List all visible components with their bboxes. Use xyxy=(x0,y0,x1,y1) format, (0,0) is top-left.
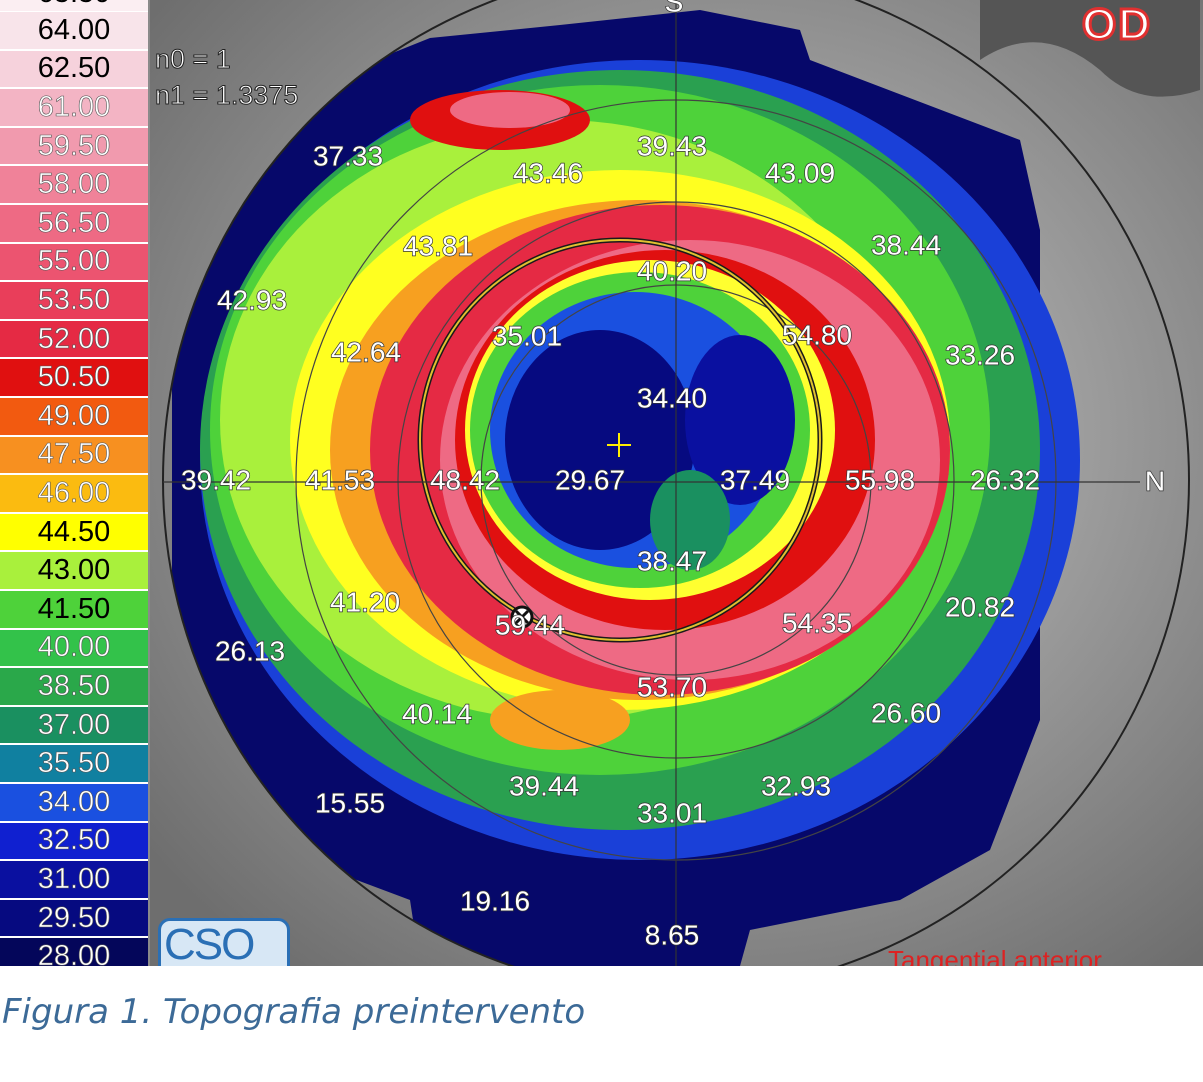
corneal-apex-marker xyxy=(510,605,534,629)
map-type-label: Tangential anterior xyxy=(888,945,1102,966)
map-value: 29.67 xyxy=(555,464,625,495)
color-scale-legend: 65.50 64.0062.5061.0059.5058.0056.5055.0… xyxy=(0,0,150,966)
map-value: 40.14 xyxy=(402,698,472,729)
map-value: 15.55 xyxy=(315,787,385,818)
map-value: 38.44 xyxy=(871,229,941,260)
legend-step: 56.50 xyxy=(0,205,148,244)
map-value: 26.13 xyxy=(215,635,285,666)
legend-step: 29.50 xyxy=(0,899,148,939)
legend-step: 53.50 xyxy=(0,282,148,321)
map-value: 41.53 xyxy=(305,464,375,495)
outer-ring xyxy=(162,0,1190,966)
eyelash-shadow xyxy=(980,0,1200,97)
cso-logo: CSO xyxy=(158,918,290,966)
legend-step: 44.50 xyxy=(0,513,148,553)
map-value: 43.09 xyxy=(765,157,835,188)
pupil-center-cross xyxy=(607,433,631,457)
legend-step: 31.00 xyxy=(0,861,148,900)
legend-step: 62.50 xyxy=(0,50,148,90)
map-value: 35.01 xyxy=(492,320,562,351)
map-value: 48.42 xyxy=(430,464,500,495)
map-value: 33.01 xyxy=(637,797,707,828)
map-value: 37.33 xyxy=(313,140,383,171)
legend-step: 46.00 xyxy=(0,475,148,514)
pupil-ring-inner xyxy=(419,239,821,641)
map-value: 39.44 xyxy=(509,770,579,801)
legend-step: 52.00 xyxy=(0,320,148,360)
map-value: 32.93 xyxy=(761,770,831,801)
map-value: 59.44 xyxy=(495,609,565,640)
map-value: 43.81 xyxy=(403,230,473,261)
color-map xyxy=(172,10,1080,966)
legend-step: 32.50 xyxy=(0,822,148,862)
map-value: 39.43 xyxy=(637,130,707,161)
legend-step: 38.50 xyxy=(0,668,148,707)
map-value-labels: 37.33 39.43 43.46 43.09 43.81 40.20 38.4… xyxy=(180,130,1040,951)
map-value: 55.98 xyxy=(845,464,915,495)
legend-step: 55.00 xyxy=(0,243,148,283)
refractive-index-n0: n0 = 1 xyxy=(155,44,232,75)
legend-step: 35.50 xyxy=(0,745,148,784)
legend-step: 61.00 xyxy=(0,89,148,128)
logo-text: CSO xyxy=(164,920,255,966)
map-value: 38.47 xyxy=(637,545,707,576)
map-value: 42.93 xyxy=(217,284,287,315)
map-value: 39.42 xyxy=(181,464,251,495)
legend-step: 58.00 xyxy=(0,166,148,205)
map-value: 43.46 xyxy=(513,157,583,188)
map-value: 54.35 xyxy=(782,607,852,638)
legend-step: 41.50 xyxy=(0,591,148,630)
topography-map: S N 37.33 39.43 43.46 43.09 43.81 40.20 … xyxy=(150,0,1203,966)
map-value: 54.80 xyxy=(782,319,852,350)
legend-step: 37.00 xyxy=(0,706,148,746)
map-value: 42.64 xyxy=(331,336,401,367)
map-value: 40.20 xyxy=(637,255,707,286)
map-value: 8.65 xyxy=(645,919,700,950)
legend-step: 49.00 xyxy=(0,398,148,437)
legend-step: 28.00 xyxy=(0,938,148,966)
axis-label-n: N xyxy=(1145,465,1165,496)
topography-figure: S N 37.33 39.43 43.46 43.09 43.81 40.20 … xyxy=(0,0,1203,966)
map-value: 53.70 xyxy=(637,671,707,702)
map-value: 33.26 xyxy=(945,339,1015,370)
refractive-index-n1: n1 = 1.3375 xyxy=(154,80,299,111)
map-value: 19.16 xyxy=(460,885,530,916)
axis-label-s: S xyxy=(665,0,684,17)
legend-step: 64.00 xyxy=(0,12,148,51)
legend-step: 47.50 xyxy=(0,436,148,476)
map-value: 26.32 xyxy=(970,464,1040,495)
legend-step: 50.50 xyxy=(0,359,148,398)
legend-step: 40.00 xyxy=(0,629,148,669)
legend-step: 43.00 xyxy=(0,552,148,591)
figure-caption: Figura 1. Topografia preintervento xyxy=(2,992,586,1032)
map-value: 41.20 xyxy=(330,586,400,617)
legend-step: 34.00 xyxy=(0,784,148,823)
map-value: 20.82 xyxy=(945,591,1015,622)
map-value: 34.40 xyxy=(637,382,707,413)
map-value: 26.60 xyxy=(871,697,941,728)
legend-step: 59.50 xyxy=(0,127,148,167)
eye-label: OD xyxy=(1081,0,1152,51)
map-value: 37.49 xyxy=(720,464,790,495)
